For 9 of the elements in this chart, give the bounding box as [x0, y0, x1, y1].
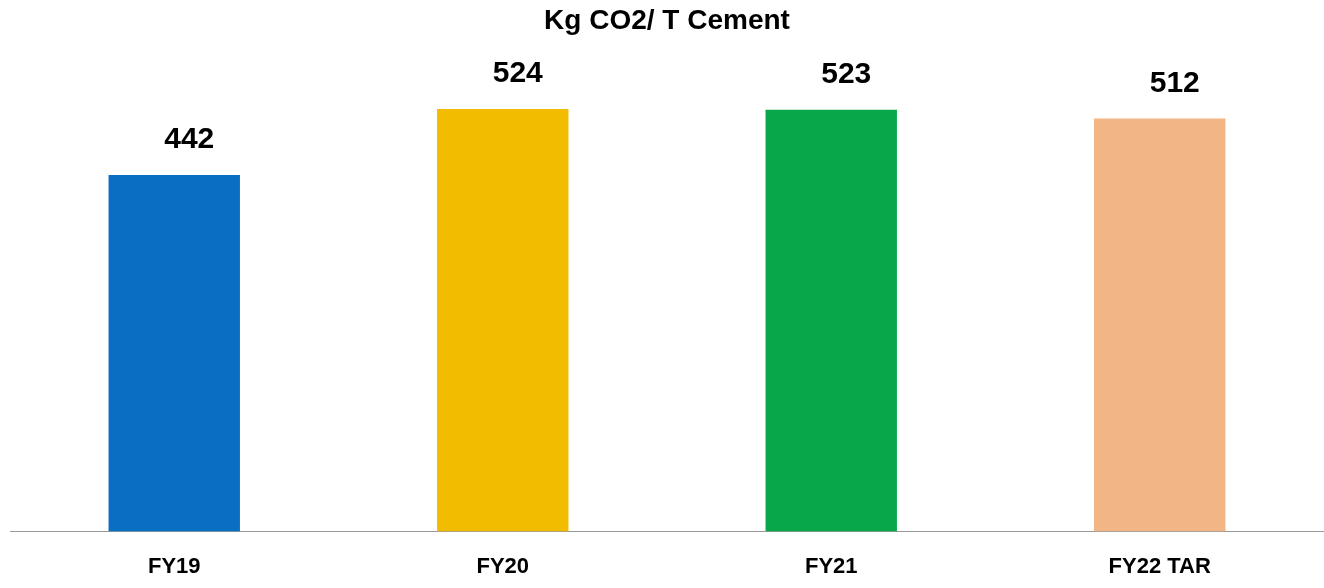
x-tick-label: FY19: [147, 552, 201, 578]
x-tick-label: FY22 TAR: [1108, 552, 1211, 578]
x-tick-label: FY21: [804, 552, 858, 578]
chart-title: Kg CO2/ T Cement: [544, 3, 790, 35]
data-label: 442: [164, 121, 215, 155]
data-label: 523: [821, 55, 872, 89]
data-label: 524: [492, 55, 544, 89]
data-label: 512: [1149, 64, 1200, 98]
x-tick-label: FY20: [476, 552, 530, 578]
